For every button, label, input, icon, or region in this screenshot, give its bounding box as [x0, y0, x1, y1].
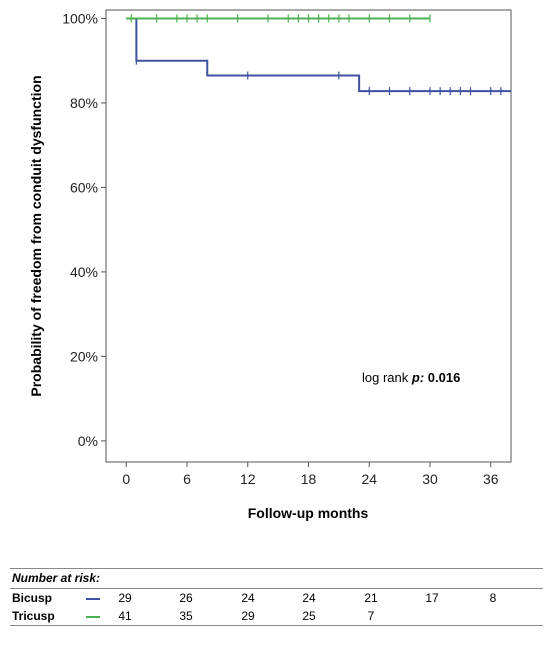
risk-row-label: Tricusp [12, 609, 55, 623]
x-tick-label: 18 [301, 471, 317, 487]
y-tick-label: 0% [78, 433, 98, 449]
tricusp-legend-swatch [86, 616, 100, 618]
y-tick-label: 60% [70, 179, 98, 195]
x-tick-label: 36 [483, 471, 499, 487]
ticks: 0% 20% 40% 60% 80% 100% 0 6 12 18 24 30 36 [62, 10, 499, 487]
plot-frame [105, 9, 512, 463]
risk-row-label: Bicusp [12, 591, 53, 605]
y-tick-label: 80% [70, 95, 98, 111]
x-tick-label: 30 [422, 471, 438, 487]
bicusp-survival-line [126, 17, 511, 93]
risk-row-bicusp: Bicusp 29 26 24 24 21 17 8 [10, 589, 543, 607]
series [126, 14, 511, 96]
risk-cell: 41 [118, 609, 132, 623]
risk-row-tricusp: Tricusp 41 35 29 25 7 [10, 607, 543, 626]
annotation-prefix: log rank [362, 370, 412, 385]
annotation-value: 0.016 [424, 370, 460, 385]
annotation-p-label: p: [411, 370, 424, 385]
risk-cell: 8 [489, 591, 497, 605]
risk-cell: 7 [367, 609, 375, 623]
risk-cell: 17 [425, 591, 439, 605]
x-tick-label: 12 [240, 471, 256, 487]
y-tick-label: 100% [62, 10, 98, 26]
risk-table: Number at risk: Bicusp 29 26 24 24 21 17… [10, 568, 543, 626]
x-tick-label: 0 [122, 471, 130, 487]
log-rank-annotation: log rank p: 0.016 [362, 370, 460, 385]
risk-cell: 29 [118, 591, 132, 605]
risk-cell: 24 [241, 591, 255, 605]
risk-cell: 25 [302, 609, 316, 623]
y-tick-label: 40% [70, 264, 98, 280]
risk-cell: 26 [179, 591, 193, 605]
x-tick-label: 24 [361, 471, 377, 487]
risk-cell: 21 [364, 591, 378, 605]
y-axis-title: Probability of freedom from conduit dysf… [28, 75, 44, 396]
x-tick-label: 6 [183, 471, 191, 487]
y-tick-label: 20% [70, 348, 98, 364]
km-chart: 0% 20% 40% 60% 80% 100% 0 6 12 18 24 30 36 Follow-up… [28, 9, 512, 521]
risk-cell: 35 [179, 609, 193, 623]
bicusp-legend-swatch [86, 598, 100, 600]
risk-cell: 29 [241, 609, 255, 623]
risk-table-title: Number at risk: [10, 568, 543, 589]
x-axis-title: Follow-up months [248, 505, 369, 521]
risk-cell: 24 [302, 591, 316, 605]
